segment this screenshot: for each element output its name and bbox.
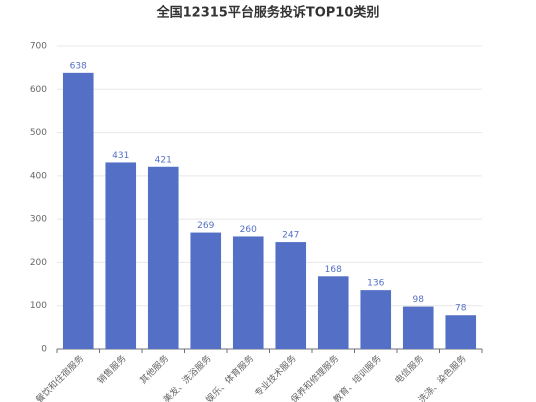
data-label: 98 bbox=[413, 295, 425, 305]
bar bbox=[402, 306, 434, 349]
y-tick-label: 400 bbox=[30, 171, 47, 181]
bar bbox=[360, 290, 392, 349]
y-tick-label: 600 bbox=[30, 85, 47, 95]
y-tick-label: 100 bbox=[30, 301, 47, 311]
data-label: 136 bbox=[367, 279, 384, 289]
x-tick-label: 销售服务 bbox=[95, 352, 129, 386]
data-label: 78 bbox=[455, 304, 467, 314]
bar bbox=[232, 236, 264, 349]
bar bbox=[105, 162, 137, 349]
x-tick-label: 餐饮和住宿服务 bbox=[33, 352, 86, 402]
y-tick-label: 700 bbox=[30, 42, 47, 52]
y-tick-label: 500 bbox=[30, 128, 47, 138]
data-label: 421 bbox=[155, 155, 172, 165]
bar bbox=[445, 315, 477, 349]
data-label: 269 bbox=[197, 221, 214, 231]
data-label: 638 bbox=[70, 61, 87, 71]
data-label: 168 bbox=[325, 265, 342, 275]
y-tick-label: 200 bbox=[30, 258, 47, 268]
data-label: 431 bbox=[112, 151, 129, 161]
bar bbox=[147, 166, 179, 349]
x-tick-label: 专业技术服务 bbox=[252, 352, 299, 399]
bar bbox=[317, 276, 349, 349]
x-tick-label: 其他服务 bbox=[137, 352, 171, 386]
data-label: 247 bbox=[282, 231, 299, 241]
bar bbox=[275, 242, 307, 349]
bar bbox=[62, 72, 94, 349]
data-label: 260 bbox=[240, 225, 257, 235]
chart-title: 全国12315平台服务投诉TOP10类别 bbox=[156, 5, 380, 21]
y-tick-label: 0 bbox=[41, 345, 47, 355]
y-tick-label: 300 bbox=[30, 215, 47, 225]
x-tick-label: 电信服务 bbox=[392, 352, 426, 386]
bar bbox=[190, 232, 222, 349]
